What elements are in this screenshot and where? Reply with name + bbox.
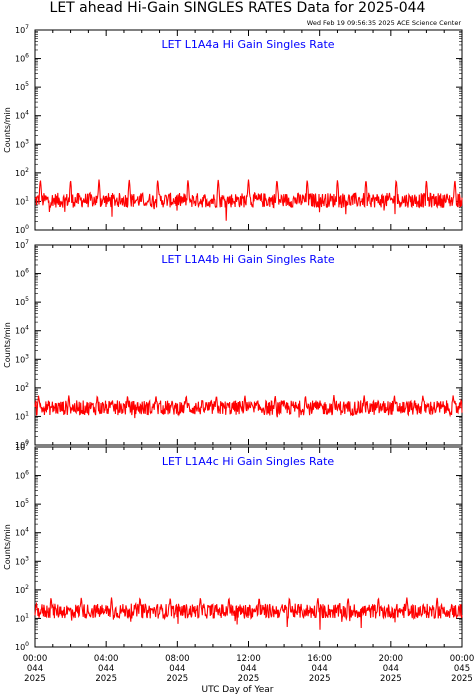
y-tick-label: 101 (15, 195, 29, 206)
panel-label: LET L1A4a Hi Gain Singles Rate (161, 38, 334, 51)
y-tick-label: 106 (15, 53, 29, 64)
y-tick-label: 103 (15, 138, 29, 149)
y-tick-label: 104 (15, 527, 29, 538)
page-title: LET ahead Hi-Gain SINGLES RATES Data for… (49, 0, 426, 16)
y-tick-label: 107 (15, 24, 29, 35)
x-tick-label: 04:00 (94, 654, 119, 664)
x-tick-label: 2025 (238, 674, 260, 684)
y-tick-label: 106 (15, 470, 29, 481)
x-tick-label: 044 (312, 664, 328, 674)
y-tick-label: 103 (15, 555, 29, 566)
x-tick-label: 00:00 (23, 654, 48, 664)
x-tick-label: 12:00 (236, 654, 261, 664)
y-tick-label: 105 (15, 498, 29, 509)
x-tick-label: 044 (27, 664, 43, 674)
y-tick-label: 101 (15, 612, 29, 623)
x-tick-label: 044 (169, 664, 185, 674)
x-axis-title: UTC Day of Year (201, 685, 274, 695)
x-tick-label: 044 (383, 664, 399, 674)
y-tick-label: 102 (15, 382, 29, 393)
x-tick-label: 2025 (167, 674, 189, 684)
y-tick-label: 104 (15, 110, 29, 121)
y-tick-label: 100 (15, 224, 29, 235)
x-tick-label: 2025 (309, 674, 331, 684)
y-axis-label: Counts/min (3, 322, 12, 368)
y-tick-label: 107 (15, 239, 29, 250)
y-tick-label: 105 (15, 296, 29, 307)
y-axis-label: Counts/min (3, 107, 12, 153)
x-tick-label: 16:00 (307, 654, 332, 664)
y-tick-label: 106 (15, 268, 29, 279)
y-tick-label: 100 (15, 641, 29, 652)
series-line (34, 395, 463, 419)
x-tick-label: 2025 (24, 674, 46, 684)
x-tick-label: 00:00 (450, 654, 475, 664)
y-tick-label: 107 (15, 441, 29, 452)
x-tick-label: 044 (98, 664, 114, 674)
chart-panel-2: 100 101 102 103 104 105 106 107 Counts/min LET L1… (3, 239, 463, 450)
y-tick-label: 104 (15, 325, 29, 336)
x-tick-label: 045 (454, 664, 470, 674)
y-tick-label: 103 (15, 353, 29, 364)
y-tick-label: 105 (15, 81, 29, 92)
y-tick-label: 102 (15, 584, 29, 595)
series-line (34, 179, 463, 221)
x-tick-label: 044 (240, 664, 256, 674)
y-tick-label: 101 (15, 410, 29, 421)
x-tick-label: 2025 (95, 674, 117, 684)
x-tick-label: 20:00 (379, 654, 404, 664)
x-tick-label: 08:00 (165, 654, 190, 664)
chart-panel-1: 100 101 102 103 104 105 106 107 Counts/min LET L1… (3, 24, 463, 235)
plot-frame (34, 244, 463, 446)
y-tick-label: 100 (15, 439, 29, 450)
chart-panel-3: 100 101 102 103 104 105 106 107 Counts/min LET L1… (3, 441, 463, 652)
generated-timestamp: Wed Feb 19 09:56:35 2025 ACE Science Cen… (306, 19, 461, 27)
x-tick-label: 2025 (451, 674, 473, 684)
y-tick-label: 102 (15, 167, 29, 178)
series-line (34, 597, 463, 630)
x-tick-label: 2025 (380, 674, 402, 684)
y-axis-label: Counts/min (3, 524, 12, 570)
panel-label: LET L1A4b Hi Gain Singles Rate (161, 253, 335, 266)
panel-label: LET L1A4c Hi Gain Singles Rate (162, 455, 335, 468)
